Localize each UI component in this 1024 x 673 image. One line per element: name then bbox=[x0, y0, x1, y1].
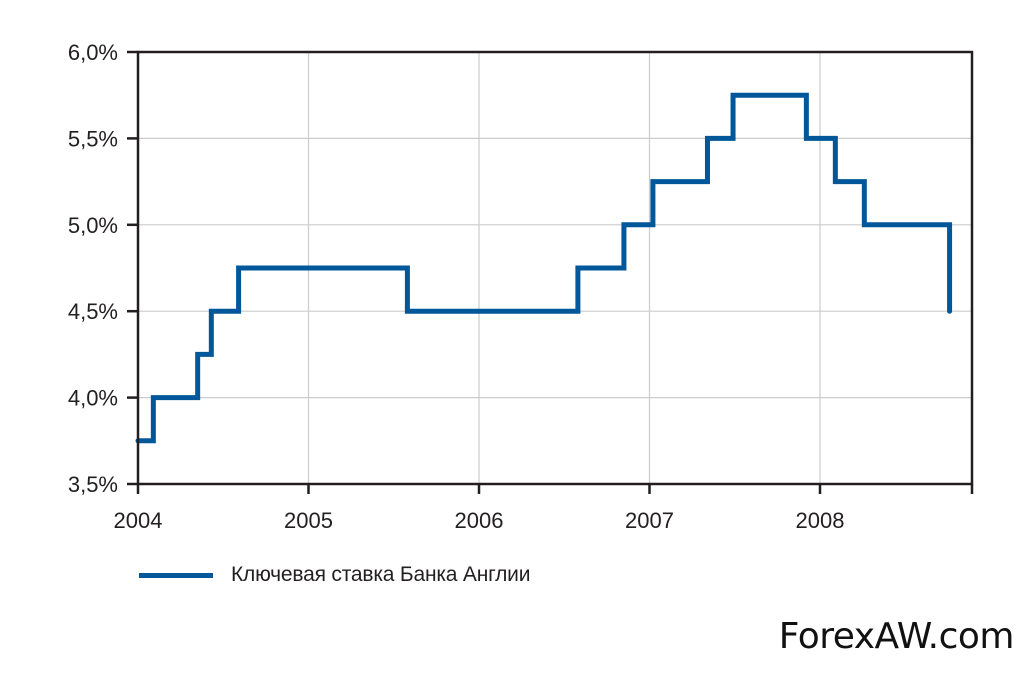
y-axis: 3,5% 4,0% 4,5% 5,0% 5,5% 6,0% bbox=[68, 40, 138, 497]
y-tick-label: 5,5% bbox=[68, 126, 118, 151]
y-tick-label: 4,5% bbox=[68, 299, 118, 324]
x-tick-label: 2008 bbox=[796, 508, 845, 533]
y-tick-label: 5,0% bbox=[68, 213, 118, 238]
y-tick-label: 4,0% bbox=[68, 386, 118, 411]
x-tick-label: 2006 bbox=[455, 508, 504, 533]
legend-swatch bbox=[139, 572, 213, 578]
y-tick-label: 3,5% bbox=[68, 472, 118, 497]
series-line bbox=[135, 92, 953, 444]
plot-frame bbox=[136, 50, 974, 486]
x-tick-label: 2005 bbox=[284, 508, 333, 533]
plot-border bbox=[136, 50, 974, 486]
y-tick-label: 6,0% bbox=[68, 40, 118, 65]
watermark: ForexAW.com bbox=[778, 616, 1015, 657]
x-tick-label: 2007 bbox=[625, 508, 674, 533]
x-axis: 2004 2005 2006 2007 2008 bbox=[114, 484, 974, 533]
x-tick-label: 2004 bbox=[114, 508, 163, 533]
step-line bbox=[135, 92, 953, 444]
legend: Ключевая ставка Банка Англии bbox=[139, 560, 530, 590]
legend-label: Ключевая ставка Банка Англии bbox=[231, 563, 531, 586]
